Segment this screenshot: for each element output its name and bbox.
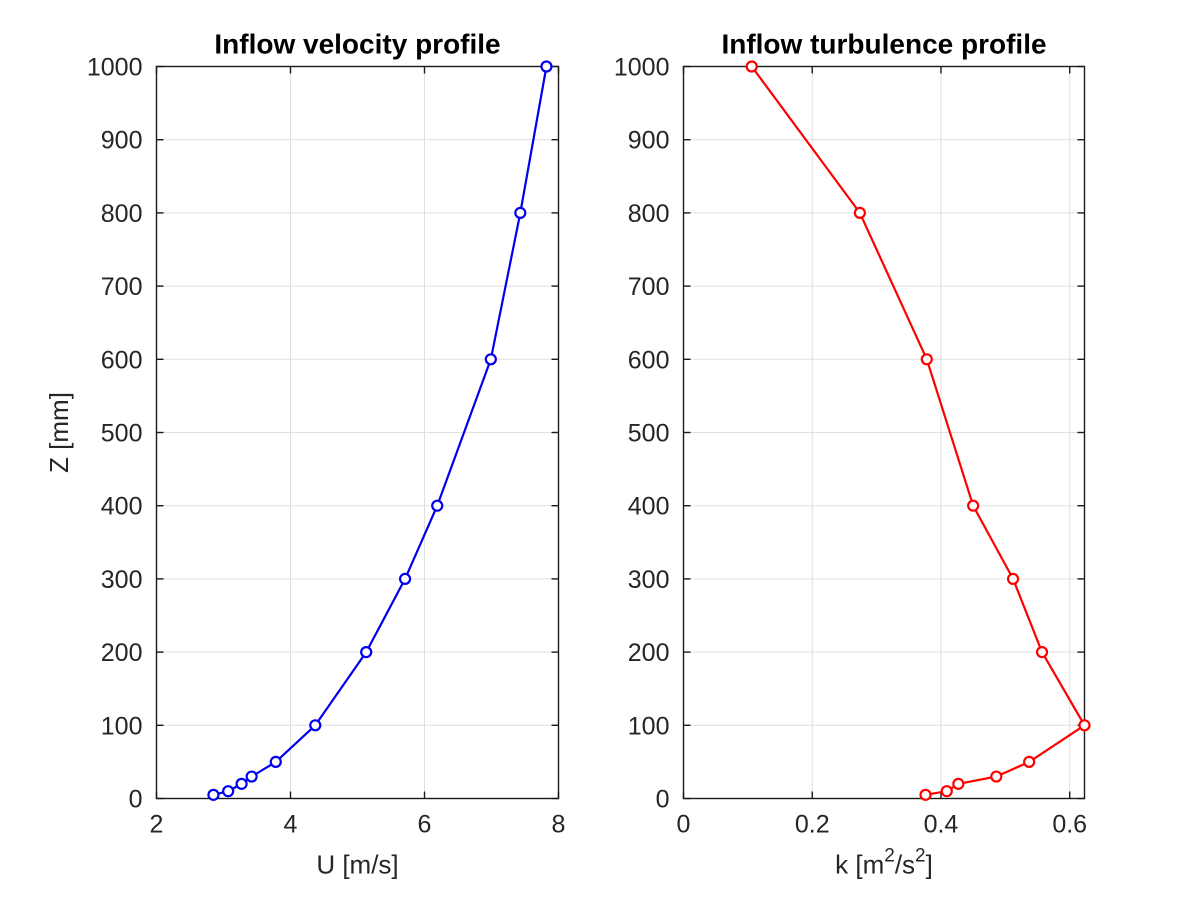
x-tick-label: 2 xyxy=(150,811,164,839)
tick-marks-turbulence xyxy=(682,65,1085,800)
data-point-marker xyxy=(540,60,553,73)
data-point-marker xyxy=(990,770,1003,783)
data-point-marker xyxy=(920,353,933,366)
y-tick-label: 200 xyxy=(101,639,143,667)
y-tick-label: 700 xyxy=(101,273,143,301)
x-tick-label: 8 xyxy=(552,811,566,839)
x-tick-label: 4 xyxy=(284,811,298,839)
data-point-marker xyxy=(207,788,220,801)
data-point-marker xyxy=(484,353,497,366)
axes-box-velocity xyxy=(155,65,560,800)
y-tick-label: 1000 xyxy=(87,54,143,82)
data-point-marker xyxy=(398,572,412,586)
y-tick-label: 100 xyxy=(628,712,670,740)
data-point-marker xyxy=(514,206,527,219)
chart-turbulence: 0 0.2 0.4 0.6 0 100 200 300 400 500 600 700 800 900 10… xyxy=(614,29,1091,880)
y-tick-label: 0 xyxy=(656,786,670,814)
axes-box-turbulence xyxy=(682,65,1086,800)
y-tick-label: 900 xyxy=(101,127,143,155)
y-tick-label: 100 xyxy=(101,712,143,740)
data-point-marker xyxy=(431,499,444,512)
y-axis-label-velocity: Z [mm] xyxy=(44,392,74,473)
y-tick-label: 900 xyxy=(628,127,670,155)
y-tick-label: 600 xyxy=(101,346,143,374)
series-turbulence-profile xyxy=(745,60,1091,801)
y-tick-label: 400 xyxy=(101,493,143,521)
chart-title-turbulence: Inflow turbulence profile xyxy=(721,29,1046,60)
y-tick-label: 500 xyxy=(628,420,670,448)
x-tick-label: 0.4 xyxy=(924,811,959,839)
data-point-marker xyxy=(269,755,282,769)
data-point-marker xyxy=(1023,755,1036,769)
data-point-marker xyxy=(360,645,373,659)
y-tick-label: 700 xyxy=(628,273,670,301)
grid-velocity xyxy=(156,66,559,799)
x-tick-label: 0.6 xyxy=(1052,811,1087,839)
data-point-marker xyxy=(952,777,965,790)
y-tick-label: 800 xyxy=(101,200,143,228)
x-tick-label: 0 xyxy=(677,811,691,839)
data-point-marker xyxy=(1035,645,1049,659)
series-velocity-profile xyxy=(207,60,553,801)
data-point-marker xyxy=(967,499,980,512)
data-point-marker xyxy=(245,770,258,783)
y-tick-label: 800 xyxy=(628,200,670,228)
data-point-marker xyxy=(235,777,248,790)
chart-title-velocity: Inflow velocity profile xyxy=(214,29,500,60)
data-point-marker xyxy=(309,719,322,732)
data-point-marker xyxy=(919,788,932,801)
y-tick-label: 500 xyxy=(101,420,143,448)
y-tick-label: 300 xyxy=(628,566,670,594)
y-tick-label: 1000 xyxy=(614,54,670,82)
chart-velocity: 2 4 6 8 0 100 200 300 400 500 600 700 800 900 1000 Infl… xyxy=(44,29,565,880)
y-tick-label: 200 xyxy=(628,639,670,667)
y-tick-label: 0 xyxy=(129,786,143,814)
y-tick-label: 600 xyxy=(628,346,670,374)
data-point-marker xyxy=(1006,572,1020,586)
y-tick-label: 300 xyxy=(101,566,143,594)
data-point-marker xyxy=(940,785,953,798)
data-point-marker xyxy=(853,206,866,219)
x-axis-label-velocity: U [m/s] xyxy=(316,850,398,880)
y-tick-label: 400 xyxy=(628,493,670,521)
x-axis-label-turbulence: k [m2/s2] xyxy=(835,846,933,880)
data-point-marker xyxy=(745,60,758,73)
data-point-marker xyxy=(222,785,235,798)
data-point-marker xyxy=(1078,719,1091,732)
x-tick-label: 0.2 xyxy=(795,811,830,839)
x-tick-label: 6 xyxy=(418,811,432,839)
grid-turbulence xyxy=(683,66,1085,799)
